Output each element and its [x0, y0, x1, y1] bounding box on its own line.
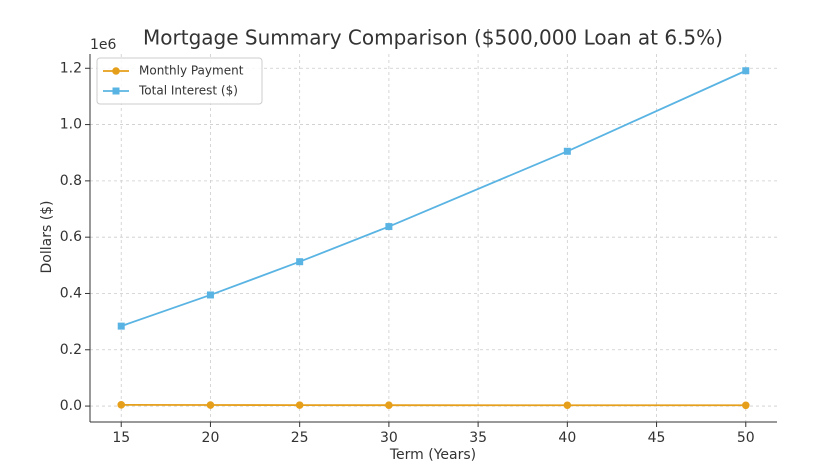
data-point — [295, 401, 304, 409]
x-tick-label: 50 — [737, 430, 755, 446]
data-point — [563, 147, 571, 155]
y-tick-label: 0.4 — [60, 285, 82, 301]
data-point — [385, 223, 393, 231]
y-tick-label: 1.2 — [60, 60, 82, 76]
x-tick-label: 45 — [648, 430, 666, 446]
data-point — [117, 401, 126, 409]
y-tick-label: 0.0 — [60, 398, 82, 414]
series-line — [120, 69, 747, 327]
x-tick-label: 20 — [202, 430, 220, 446]
x-tick-label: 30 — [380, 430, 398, 446]
x-tick-label: 15 — [112, 430, 130, 446]
y-tick-label: 0.2 — [60, 342, 82, 358]
legend-label: Total Interest ($) — [138, 84, 238, 98]
data-point — [741, 401, 750, 410]
x-tick-label: 35 — [469, 430, 487, 446]
legend-marker — [112, 67, 120, 75]
data-point — [563, 401, 572, 410]
y-axis-label: Dollars ($) — [39, 200, 55, 273]
data-point — [206, 291, 214, 299]
data-point — [742, 67, 750, 75]
y-tick-label: 0.8 — [60, 173, 82, 189]
y-tick-label: 1.0 — [60, 117, 82, 133]
y-offset-label: 1e6 — [90, 37, 117, 53]
data-point — [206, 401, 215, 409]
legend-box — [96, 57, 263, 105]
legend-label: Monthly Payment — [139, 64, 244, 78]
x-axis-label: Term (Years) — [389, 447, 476, 463]
data-point — [296, 258, 304, 266]
legend-marker — [112, 87, 120, 95]
data-point — [117, 322, 125, 330]
data-point — [385, 401, 393, 409]
chart-title: Mortgage Summary Comparison ($500,000 Lo… — [143, 26, 723, 50]
y-tick-label: 0.6 — [60, 229, 82, 245]
x-tick-label: 40 — [558, 430, 576, 446]
x-tick-label: 25 — [291, 430, 309, 446]
